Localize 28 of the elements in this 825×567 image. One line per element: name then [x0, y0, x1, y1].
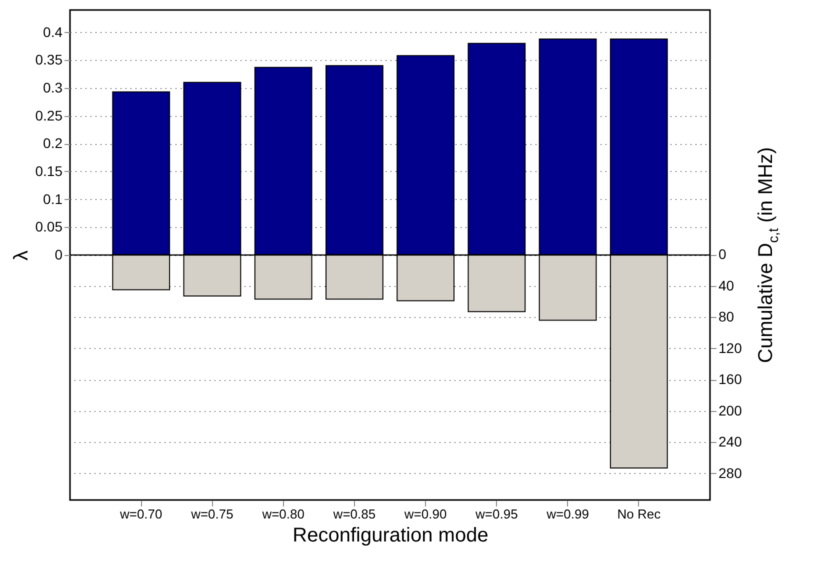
y2-tick-label: 40	[718, 277, 734, 294]
y-tick-label: 0.1	[43, 190, 63, 207]
x-tick-label: w=0.75	[190, 506, 234, 522]
y2-tick-label: 120	[718, 340, 742, 356]
y-tick-label: 0.25	[35, 107, 63, 124]
y-tick-label: 0.05	[35, 218, 63, 235]
x-tick-label: w=0.85	[332, 506, 376, 522]
y-tick-label: 0.4	[43, 24, 63, 40]
y2-tick-label: 240	[718, 434, 742, 450]
x-tick-label: w=0.99	[546, 506, 589, 522]
y2-tick-label: 200	[718, 402, 742, 418]
y2-tick-label: 0	[718, 246, 726, 262]
y2-tick-label: 160	[718, 371, 742, 388]
y-axis-title: λ	[10, 250, 32, 260]
x-tick-label: No Rec	[617, 506, 662, 522]
y-tick-label: 0.35	[35, 52, 63, 68]
y-tick-label: 0.2	[43, 135, 63, 152]
y2-axis-title: Cumulative Dc,t (in MHz)	[755, 147, 781, 363]
x-tick-label: w=0.95	[474, 506, 518, 522]
y2-tick-label: 280	[718, 464, 742, 481]
x-tick-label: w=0.80	[261, 506, 304, 522]
x-axis-title: Reconfiguration mode	[292, 524, 488, 546]
y2-tick-label: 80	[718, 308, 734, 325]
x-tick-label: w=0.90	[403, 506, 447, 522]
y-tick-label: 0.3	[43, 79, 63, 96]
y-tick-label: 0.15	[35, 162, 63, 179]
x-tick-label: w=0.70	[118, 506, 162, 522]
y-tick-label: 0	[54, 246, 63, 262]
